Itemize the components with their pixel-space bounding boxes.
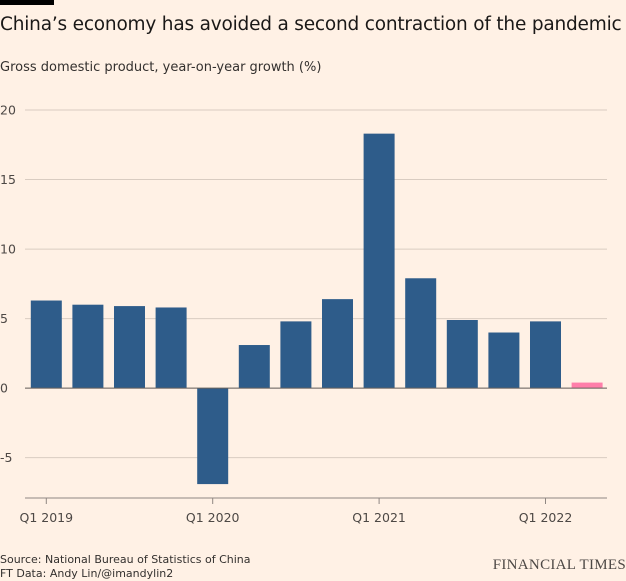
bar-q2-2022 [571,382,603,389]
chart-subtitle: Gross domestic product, year-on-year gro… [0,60,322,75]
bar-q1-2020 [197,388,229,485]
ft-brand-bar [0,0,54,5]
credit-note: FT Data: Andy Lin/@imandylin2 [0,567,174,580]
chart-title: China’s economy has avoided a second con… [0,14,622,35]
bar-q1-2021 [363,133,395,389]
bar-q4-2019 [155,307,187,389]
x-tick-label: Q1 2019 [20,510,74,525]
bar-q3-2019 [114,306,145,389]
bar-q4-2020 [322,299,353,389]
y-tick-label: 20 [0,103,16,118]
y-tick-label: 10 [0,242,16,257]
bar-q3-2021 [446,319,478,389]
source-note: Source: National Bureau of Statistics of… [0,553,251,566]
bar-q2-2019 [72,304,104,389]
y-tick-label: 15 [0,172,16,187]
ft-logo: FINANCIAL TIMES [492,557,626,573]
x-tick-label: Q1 2021 [352,510,406,525]
bar-q1-2022 [530,321,561,389]
x-tick-label: Q1 2020 [186,510,240,525]
x-tick-label: Q1 2022 [519,510,573,525]
bar-q2-2021 [405,278,437,389]
bar-chart: 20 15 10 5 0 -5 Q1 2019 Q1 2020 Q1 2021 Q1 2022 [0,103,607,525]
y-tick-label: 0 [0,381,8,396]
bar-q2-2020 [238,345,270,389]
y-tick-label: 5 [0,311,8,326]
y-tick-label: -5 [0,450,12,465]
bar-q4-2021 [488,332,520,389]
bar-q3-2020 [280,321,312,389]
bar-q1-2019 [30,300,62,389]
